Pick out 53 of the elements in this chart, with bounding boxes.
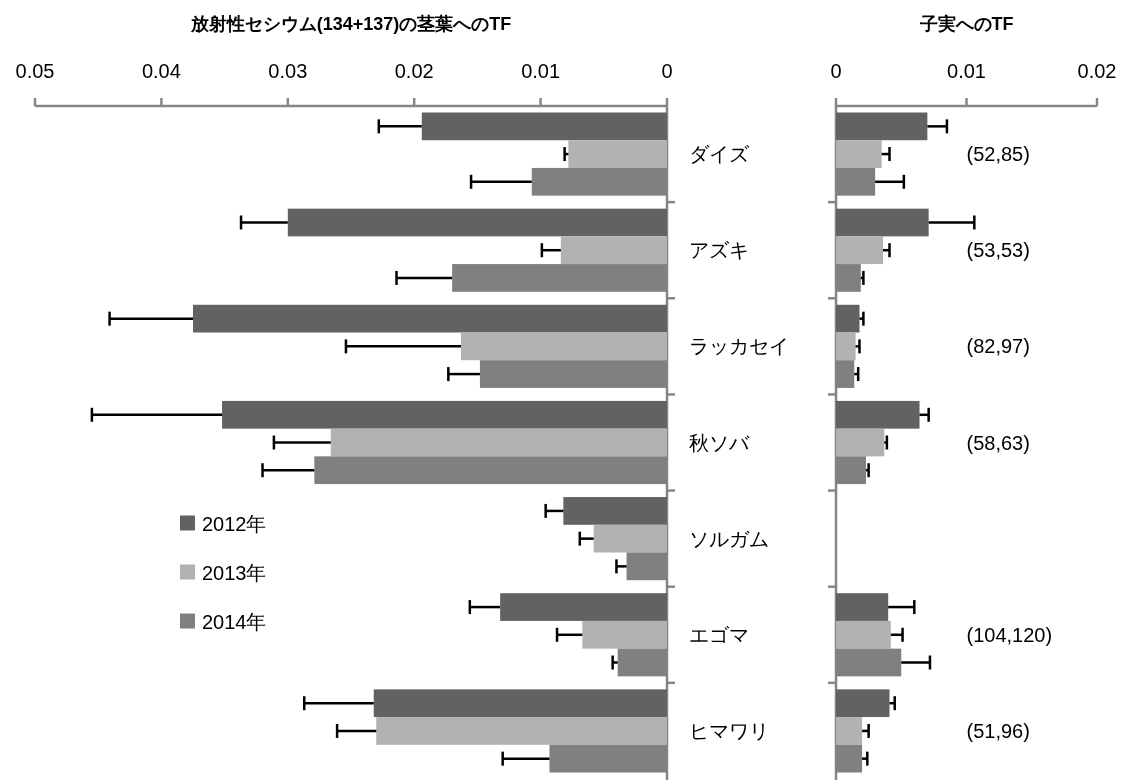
bar [560, 236, 667, 265]
y-tick-label: ヒマワリ [689, 719, 769, 742]
bar [563, 497, 667, 525]
annotation: (53,53) [966, 239, 1030, 262]
bar [836, 304, 860, 333]
x-tick-label: 0 [661, 60, 673, 82]
annotation: (82,97) [966, 335, 1030, 358]
x-tick-label: 0 [830, 60, 842, 82]
bar [500, 593, 667, 621]
bar [836, 140, 882, 168]
legend-label: 2014年 [202, 610, 267, 633]
bar [836, 717, 863, 745]
y-tick-label: アズキ [689, 239, 749, 262]
bar [593, 524, 667, 553]
bar [836, 208, 929, 237]
x-tick-label: 0.02 [1077, 60, 1117, 82]
bar [836, 428, 885, 457]
x-tick-label: 0.05 [15, 60, 55, 82]
annotation: (51,96) [966, 719, 1030, 742]
bar [460, 332, 667, 361]
bar [836, 689, 890, 718]
bar [568, 140, 667, 168]
y-tick-label: ラッカセイ [689, 335, 789, 358]
bar [836, 112, 928, 141]
bar [836, 620, 891, 649]
bar [287, 208, 667, 237]
bar [836, 593, 889, 621]
x-tick-label: 0.04 [141, 60, 181, 82]
x-tick-label: 0.02 [394, 60, 434, 82]
bar [373, 689, 667, 718]
bar [421, 112, 667, 141]
annotation: (52,85) [966, 143, 1030, 166]
chart-title: 子実へのTF [918, 14, 1014, 34]
y-tick-label: ソルガム [689, 527, 769, 550]
x-tick-label: 0.03 [268, 60, 308, 82]
bar [193, 304, 667, 333]
bar [836, 400, 920, 429]
bar [222, 400, 667, 429]
annotation: (58,63) [966, 431, 1030, 454]
legend-label: 2013年 [202, 561, 267, 584]
legend-label: 2012年 [202, 512, 267, 535]
chart-title: 放射性セシウム(134+137)の茎葉へのTF [189, 14, 512, 34]
y-tick-label: ダイズ [689, 143, 750, 166]
bar [836, 332, 856, 361]
bar [836, 236, 883, 265]
y-tick-label: 秋ソバ [689, 431, 750, 454]
x-tick-label: 0.01 [521, 60, 561, 82]
bar [376, 717, 667, 745]
x-tick-label: 0.01 [947, 60, 986, 82]
y-tick-label: エゴマ [689, 623, 749, 646]
annotation: (104,120) [966, 623, 1053, 646]
bar [330, 428, 667, 457]
bar [582, 620, 667, 649]
